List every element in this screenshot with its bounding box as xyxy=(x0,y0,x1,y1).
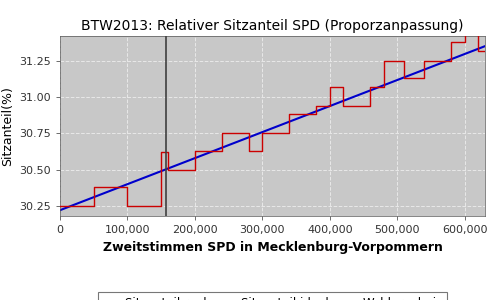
Legend: Sitzanteil real, Sitzanteil ideal, Wahlergebnis: Sitzanteil real, Sitzanteil ideal, Wahle… xyxy=(98,292,448,300)
X-axis label: Zweitstimmen SPD in Mecklenburg-Vorpommern: Zweitstimmen SPD in Mecklenburg-Vorpomme… xyxy=(102,241,442,254)
Y-axis label: Sitzanteil(%): Sitzanteil(%) xyxy=(0,86,14,166)
Title: BTW2013: Relativer Sitzanteil SPD (Proporzanpassung): BTW2013: Relativer Sitzanteil SPD (Propo… xyxy=(81,20,464,33)
